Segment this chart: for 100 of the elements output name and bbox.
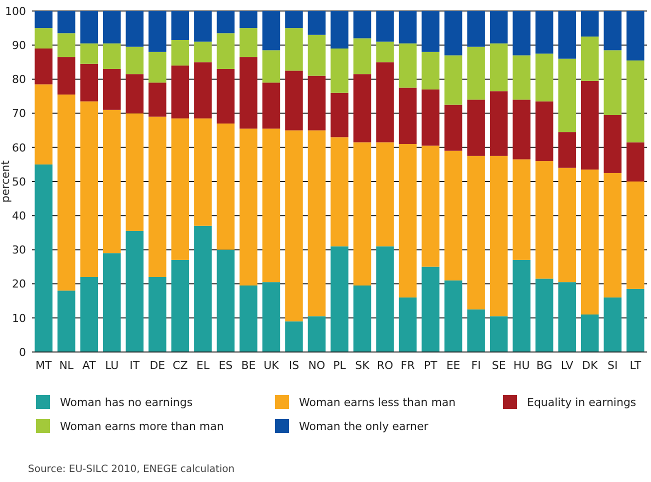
bar: [422, 11, 440, 52]
bar: [240, 286, 258, 352]
y-tick-label: 0: [19, 346, 26, 359]
y-tick-label: 60: [12, 141, 26, 154]
bar: [194, 118, 212, 226]
y-tick-label: 30: [12, 244, 26, 257]
bar: [580, 80, 599, 170]
bar: [262, 11, 280, 50]
bar: [216, 250, 235, 352]
bar: [240, 128, 258, 286]
bar: [57, 94, 76, 291]
bar: [285, 28, 303, 71]
bar: [535, 101, 554, 162]
bar: [467, 156, 485, 310]
bar: [467, 309, 485, 352]
bar: [626, 142, 644, 182]
x-tick-label: LU: [105, 359, 119, 372]
legend-label: Woman has no earnings: [60, 396, 193, 409]
x-tick-label: SK: [355, 359, 370, 372]
bar: [512, 260, 530, 352]
legend-label: Woman earns more than man: [60, 420, 224, 433]
bar: [240, 28, 258, 58]
bar: [103, 43, 121, 69]
bar: [490, 91, 508, 156]
bar: [604, 172, 622, 298]
bar: [422, 52, 440, 90]
x-tick-label: AT: [82, 359, 96, 372]
bar: [148, 11, 166, 52]
x-tick-label: EE: [446, 359, 460, 372]
x-tick-label: HU: [513, 359, 530, 372]
bar: [422, 89, 440, 146]
bar: [558, 11, 576, 59]
y-tick-label: 20: [12, 278, 26, 291]
x-tick-label: DK: [582, 359, 598, 372]
bar: [398, 43, 417, 88]
y-tick-label: 100: [5, 4, 26, 18]
bar: [285, 70, 303, 130]
bar: [194, 11, 212, 42]
bar: [626, 11, 644, 60]
bar: [398, 144, 417, 298]
bar: [444, 11, 462, 56]
x-tick-label: MT: [36, 359, 52, 372]
bar: [216, 68, 235, 124]
bar: [353, 74, 372, 142]
bar: [535, 278, 554, 352]
bar: [171, 260, 190, 352]
bar: [467, 100, 485, 156]
bar: [604, 50, 622, 116]
bar: [148, 276, 166, 352]
y-tick-label: 70: [12, 107, 26, 120]
bar: [148, 116, 166, 277]
y-tick-label: 10: [12, 312, 26, 325]
bar: [103, 110, 121, 254]
bar: [285, 130, 303, 322]
x-tick-label: IS: [288, 359, 300, 372]
bar: [171, 11, 190, 40]
legend-label: Equality in earnings: [527, 396, 636, 409]
bar: [422, 146, 440, 267]
bar: [580, 314, 599, 352]
bar: [490, 11, 508, 44]
bar: [353, 11, 372, 38]
bar: [34, 84, 52, 164]
bar: [262, 82, 280, 129]
bar: [240, 57, 258, 129]
bar: [103, 11, 121, 44]
bar: [512, 159, 530, 260]
x-tick-label: CZ: [172, 359, 188, 372]
bar: [398, 297, 417, 352]
bar: [626, 60, 644, 142]
bar: [558, 168, 576, 282]
bar: [376, 42, 394, 62]
bar: [580, 11, 599, 37]
bar: [512, 100, 530, 160]
x-tick-label: BE: [241, 359, 256, 372]
bar: [512, 55, 530, 100]
bar: [262, 128, 280, 282]
bar: [398, 11, 417, 44]
bar: [285, 11, 303, 28]
bar: [490, 316, 508, 352]
x-tick-label: NL: [59, 359, 74, 372]
y-axis-title: percent: [0, 160, 12, 203]
bar: [34, 11, 52, 28]
bar: [444, 150, 462, 280]
bar: [580, 170, 599, 314]
bar: [330, 92, 348, 138]
x-tick-label: IT: [130, 359, 140, 372]
bar: [604, 115, 622, 173]
bar: [604, 297, 622, 352]
bar: [444, 280, 462, 352]
bar: [148, 52, 166, 83]
x-tick-label: FI: [471, 359, 481, 372]
bar: [376, 142, 394, 246]
bar: [126, 74, 144, 114]
x-tick-label: NO: [308, 359, 326, 372]
y-tick-label: 90: [12, 38, 26, 52]
bar: [353, 38, 372, 74]
bar: [444, 55, 462, 105]
bar: [262, 50, 280, 83]
bar: [80, 11, 98, 44]
x-tick-label: DE: [150, 359, 166, 372]
